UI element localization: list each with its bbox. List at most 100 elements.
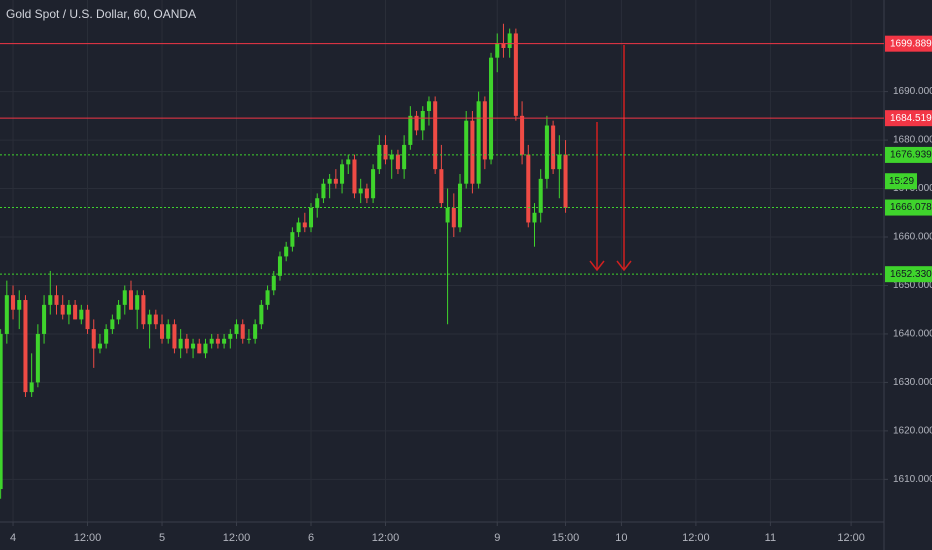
candle-body — [414, 115, 419, 131]
candle-body — [97, 343, 102, 349]
candle-body — [122, 290, 127, 305]
candle-body — [191, 343, 196, 349]
y-tick-label: 1680.000 — [893, 135, 932, 146]
candle-body — [60, 304, 65, 315]
candle-body — [489, 57, 494, 160]
candle-body — [302, 222, 307, 228]
candle-body — [228, 333, 233, 339]
level-label: 1676.939 — [890, 150, 932, 161]
candle-body — [284, 246, 289, 257]
y-tick-label: 1660.000 — [893, 232, 932, 243]
candle-body — [135, 295, 140, 310]
candle-body — [128, 290, 134, 310]
candle-body — [215, 338, 220, 344]
candle-body — [352, 159, 357, 194]
candle-body — [308, 207, 314, 228]
grid — [0, 0, 884, 522]
candle-body — [482, 101, 487, 160]
candle-body — [265, 290, 270, 305]
candle-body — [557, 154, 562, 170]
level-label: 1666.078 — [890, 202, 932, 213]
plot — [0, 23, 568, 499]
countdown-box — [885, 173, 917, 190]
level-label-box — [885, 266, 932, 283]
y-tick-label: 1630.000 — [893, 377, 932, 388]
candle-body — [116, 304, 121, 320]
level-label-box — [885, 146, 932, 163]
candle-body — [340, 164, 345, 184]
y-tick-label: 1650.000 — [893, 280, 932, 291]
candle-body — [296, 222, 301, 233]
candle-body — [526, 154, 531, 223]
x-tick-label: 12:00 — [682, 532, 710, 544]
y-tick-label: 1610.000 — [893, 474, 932, 485]
candle-body — [420, 110, 425, 131]
candle-body — [520, 115, 525, 155]
candle-body — [240, 324, 245, 339]
level-label-box — [885, 35, 932, 52]
candle-body — [141, 295, 146, 325]
y-tick-label: 1640.000 — [893, 329, 932, 340]
candle-body — [563, 154, 568, 208]
candle-body — [184, 338, 189, 349]
candle-body — [551, 125, 556, 170]
candle-body — [178, 338, 183, 349]
level-label: 1652.330 — [890, 269, 932, 280]
candle-body — [271, 275, 276, 291]
y-tick-label: 1620.000 — [893, 426, 932, 437]
candle-body — [29, 382, 34, 393]
candle-body — [433, 101, 438, 170]
candle-body — [42, 304, 47, 334]
level-label-box — [885, 110, 932, 127]
candle-body — [333, 178, 338, 184]
candle-body — [197, 343, 202, 354]
candle-body — [259, 304, 264, 325]
candle-body — [346, 159, 351, 165]
candle-body — [209, 338, 214, 344]
candle-body — [48, 295, 53, 305]
candle-body — [147, 314, 152, 325]
candle-body — [495, 43, 500, 58]
x-tick-label: 12:00 — [837, 532, 865, 544]
x-tick-label: 6 — [308, 532, 314, 544]
arrow — [616, 45, 632, 272]
candle-body — [17, 300, 22, 310]
candle-body — [104, 329, 109, 344]
candle-body — [35, 333, 40, 383]
candle-body — [364, 188, 369, 199]
candle-body — [54, 295, 59, 305]
candle-body — [426, 101, 431, 111]
candle-body — [476, 101, 481, 184]
candle-body — [470, 120, 475, 184]
candle-body — [110, 319, 115, 330]
candle-body — [532, 212, 537, 223]
candle-body — [79, 309, 84, 320]
candle-body — [73, 304, 78, 320]
candle-body — [91, 329, 96, 349]
candle-body — [160, 324, 165, 339]
candle-body — [544, 125, 549, 179]
x-tick-label: 15:00 — [552, 532, 580, 544]
y-tick-label: 1690.000 — [893, 86, 932, 97]
candle-body — [290, 232, 295, 247]
x-tick-label: 4 — [10, 532, 16, 544]
candle-body — [538, 178, 543, 213]
candle-body — [408, 115, 413, 145]
level-label-box — [885, 199, 932, 216]
candle-body — [371, 169, 376, 199]
candle-body — [66, 304, 71, 315]
candle-body — [234, 324, 239, 334]
candle-body — [85, 309, 90, 330]
candle-body — [451, 207, 456, 228]
candle-body — [246, 338, 251, 340]
candle-body — [4, 295, 9, 334]
countdown: 15:29 — [889, 176, 914, 187]
candle-body — [23, 300, 28, 393]
candle-body — [0, 333, 3, 490]
x-tick-label: 5 — [159, 532, 165, 544]
candle-body — [172, 324, 177, 349]
x-tick-label: 12:00 — [74, 532, 102, 544]
candle-body — [327, 178, 332, 184]
